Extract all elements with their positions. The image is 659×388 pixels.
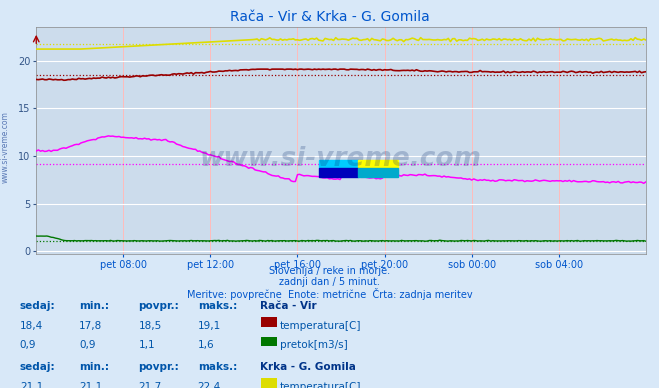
- Text: maks.:: maks.:: [198, 301, 237, 311]
- Bar: [358, 168, 397, 177]
- Text: Krka - G. Gomila: Krka - G. Gomila: [260, 362, 356, 372]
- Text: pretok[m3/s]: pretok[m3/s]: [280, 340, 348, 350]
- Text: temperatura[C]: temperatura[C]: [280, 321, 362, 331]
- Text: zadnji dan / 5 minut.: zadnji dan / 5 minut.: [279, 277, 380, 287]
- Text: 22,4: 22,4: [198, 382, 221, 388]
- Text: 17,8: 17,8: [79, 321, 102, 331]
- Text: sedaj:: sedaj:: [20, 362, 55, 372]
- Text: 21,1: 21,1: [79, 382, 102, 388]
- Text: Rača - Vir: Rača - Vir: [260, 301, 317, 311]
- Text: 1,1: 1,1: [138, 340, 155, 350]
- Text: 21,7: 21,7: [138, 382, 161, 388]
- Text: 21,1: 21,1: [20, 382, 43, 388]
- Text: Meritve: povprečne  Enote: metrične  Črta: zadnja meritev: Meritve: povprečne Enote: metrične Črta:…: [186, 288, 473, 300]
- Text: temperatura[C]: temperatura[C]: [280, 382, 362, 388]
- Text: min.:: min.:: [79, 301, 109, 311]
- Bar: [319, 168, 358, 177]
- Text: min.:: min.:: [79, 362, 109, 372]
- Bar: [319, 160, 358, 168]
- Text: sedaj:: sedaj:: [20, 301, 55, 311]
- Text: povpr.:: povpr.:: [138, 301, 179, 311]
- Text: povpr.:: povpr.:: [138, 362, 179, 372]
- Text: 0,9: 0,9: [20, 340, 36, 350]
- Text: www.si-vreme.com: www.si-vreme.com: [200, 146, 482, 172]
- Bar: [358, 160, 397, 168]
- Text: 19,1: 19,1: [198, 321, 221, 331]
- Text: 18,5: 18,5: [138, 321, 161, 331]
- Text: maks.:: maks.:: [198, 362, 237, 372]
- Text: www.si-vreme.com: www.si-vreme.com: [1, 111, 10, 184]
- Text: 18,4: 18,4: [20, 321, 43, 331]
- Text: 1,6: 1,6: [198, 340, 214, 350]
- Text: Slovenija / reke in morje.: Slovenija / reke in morje.: [269, 266, 390, 276]
- Text: 0,9: 0,9: [79, 340, 96, 350]
- Text: Rača - Vir & Krka - G. Gomila: Rača - Vir & Krka - G. Gomila: [229, 10, 430, 24]
